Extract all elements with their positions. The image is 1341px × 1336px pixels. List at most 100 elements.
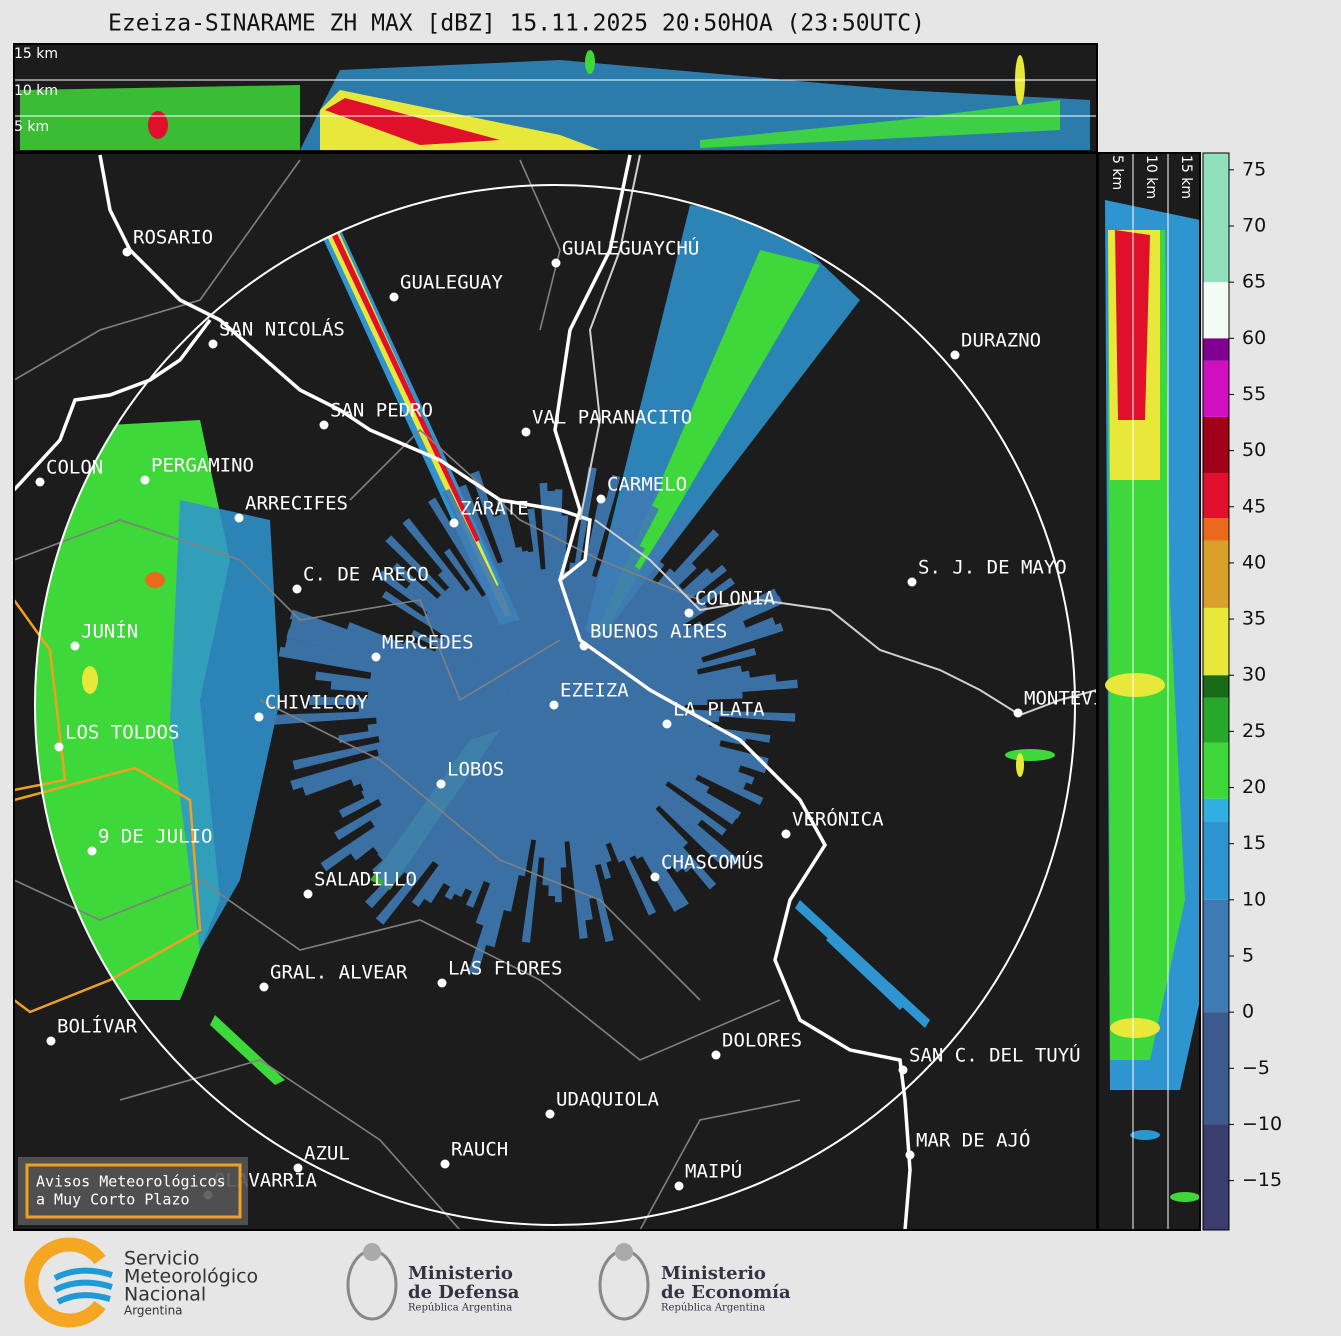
- colorbar-band: [1203, 607, 1229, 676]
- borders: [14, 159, 801, 1230]
- city-label: MAIPÚ: [685, 1159, 742, 1183]
- city-dot: [234, 513, 244, 523]
- logo-text: República Argentina: [408, 1303, 512, 1314]
- colorbar-tick-label: 5: [1242, 944, 1254, 966]
- city-label: COLON: [46, 457, 103, 479]
- height-label: 10 km: [1143, 155, 1159, 199]
- city-label: SAN NICOLÁS: [219, 318, 345, 341]
- city-label: ROSARIO: [133, 227, 213, 249]
- colorbar-tick-label: 55: [1242, 383, 1266, 405]
- colorbar-band: [1203, 675, 1229, 698]
- colorbar-band: [1203, 338, 1229, 361]
- city-label: CHIVILCOY: [265, 692, 369, 714]
- height-label: 10 km: [14, 83, 58, 99]
- colorbar-tick-label: 75: [1242, 158, 1266, 180]
- city-dot: [140, 475, 150, 485]
- title: Ezeiza-SINARAME ZH MAX [dBZ] 15.11.2025 …: [108, 11, 925, 37]
- colorbar-band: [1203, 697, 1229, 743]
- city-label: LAS FLORES: [448, 958, 562, 980]
- city-label: LA PLATA: [673, 699, 765, 721]
- colorbar-tick-label: 20: [1242, 776, 1266, 798]
- coastline: [14, 154, 912, 1230]
- colorbar-tick-label: 50: [1242, 439, 1266, 461]
- colorbar-band: [1203, 798, 1229, 822]
- city-label: S. J. DE MAYO: [918, 557, 1067, 579]
- warning-text[interactable]: Avisos Meteorológicos: [36, 1173, 226, 1191]
- city-label: DURAZNO: [961, 330, 1041, 352]
- logo-text: de Defensa: [408, 1282, 520, 1303]
- city-label: VAL PARANACITO: [532, 407, 692, 429]
- coast-gray: [579, 154, 1097, 717]
- colorbar-band: [1203, 360, 1229, 417]
- colorbar-frame: [1202, 152, 1230, 1231]
- warning-button[interactable]: Avisos Meteorológicos a Muy Corto Plazo: [18, 1157, 248, 1225]
- city-dot: [662, 719, 672, 729]
- city-dot: [521, 427, 531, 437]
- city-dot: [684, 608, 694, 618]
- city-dot: [371, 652, 381, 662]
- city-label: BOLÍVAR: [57, 1015, 138, 1038]
- logo-text: República Argentina: [661, 1303, 765, 1314]
- logo-defensa: Ministerio de Defensa República Argentin…: [346, 1243, 520, 1321]
- warning-text[interactable]: a Muy Corto Plazo: [36, 1191, 190, 1209]
- colorbar-band: [1203, 416, 1229, 474]
- colorbar-tick-label: 10: [1242, 888, 1266, 910]
- city-dot: [208, 339, 218, 349]
- colorbar-band: [1203, 517, 1229, 541]
- height-label: 5 km: [14, 119, 49, 135]
- colorbar-tick-label: 45: [1242, 495, 1266, 517]
- colorbar-band: [1203, 1012, 1229, 1125]
- colorbar-band: [1203, 899, 1229, 1013]
- city-label: AZUL: [304, 1143, 350, 1165]
- colorbar-band: [1203, 742, 1229, 799]
- logo-text: Ministerio: [408, 1263, 513, 1284]
- city-dot: [950, 350, 960, 360]
- city-dot: [259, 982, 269, 992]
- city-dot: [292, 584, 302, 594]
- city-label: CHASCOMÚS: [661, 850, 764, 874]
- city-dot: [46, 1036, 56, 1046]
- colorbar-band: [1203, 153, 1229, 283]
- city-label: GUALEGUAY: [400, 272, 504, 294]
- city-label: UDAQUIOLA: [556, 1089, 660, 1111]
- city-dot: [70, 641, 80, 651]
- top-panel: 15 km 10 km 5 km: [14, 44, 1097, 152]
- colorbar-band: [1203, 473, 1229, 518]
- city-label: JUNÍN: [81, 620, 138, 643]
- city-label: SAN C. DEL TUYÚ: [909, 1043, 1081, 1067]
- city-label: EZEIZA: [560, 680, 629, 702]
- city-label: 9 DE JULIO: [98, 826, 212, 848]
- city-dot: [905, 1150, 915, 1160]
- height-label: 5 km: [1109, 155, 1125, 190]
- height-label: 15 km: [14, 46, 58, 62]
- city-dot: [596, 494, 606, 504]
- city-label: GUALEGUAYCHÚ: [562, 236, 699, 260]
- logo-economia: Ministerio de Economía República Argenti…: [598, 1243, 791, 1321]
- warning-border[interactable]: [25, 1163, 242, 1219]
- colorbar-tick-label: 40: [1242, 551, 1266, 573]
- city-dot: [293, 1163, 303, 1173]
- colorbar-tick-label: −15: [1242, 1169, 1282, 1191]
- city-label: GRAL. ALVEAR: [270, 962, 408, 984]
- city-dot: [303, 889, 313, 899]
- city-label: VERÓNICA: [792, 807, 884, 831]
- warning-bg[interactable]: [18, 1157, 248, 1225]
- city-dot: [549, 700, 559, 710]
- logo-text: Servicio: [124, 1248, 199, 1270]
- range-ring: [34, 184, 1076, 1226]
- colorbar-band: [1203, 540, 1229, 608]
- colorbar-tick-label: 30: [1242, 664, 1266, 686]
- city-label: COLONIA: [695, 588, 776, 610]
- city-dot: [440, 1159, 450, 1169]
- radar-core: [265, 467, 798, 976]
- map-frame: [13, 152, 1098, 1231]
- colorbar-tick-label: −10: [1242, 1113, 1282, 1135]
- city-label: MAR DE AJÓ: [916, 1128, 1030, 1152]
- colorbar-band: [1203, 821, 1229, 900]
- city-label: ARRECIFES: [245, 493, 348, 515]
- city-label: SAN PEDRO: [330, 400, 433, 422]
- city-label: ZÁRATE: [460, 497, 529, 520]
- city-label: LOBOS: [447, 759, 504, 781]
- city-dot: [436, 779, 446, 789]
